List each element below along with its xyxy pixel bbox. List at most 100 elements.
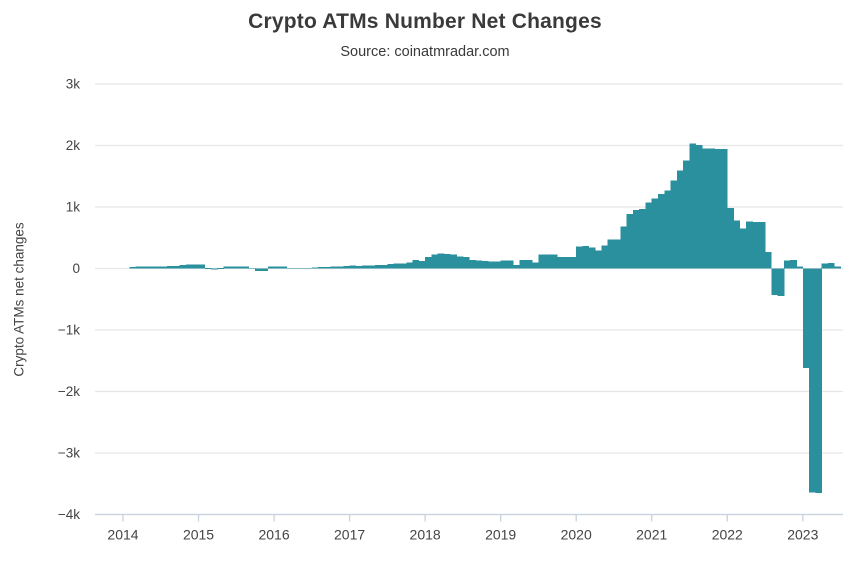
bar <box>129 266 136 269</box>
bar <box>362 265 369 269</box>
x-tick-label: 2019 <box>485 527 516 543</box>
bar <box>790 259 797 269</box>
x-tick-label: 2023 <box>787 527 818 543</box>
bar <box>538 254 546 269</box>
bar <box>758 222 766 269</box>
bar <box>406 262 413 269</box>
bar <box>551 254 558 269</box>
bar <box>525 259 533 269</box>
bar <box>280 266 288 269</box>
bar <box>305 267 313 269</box>
bar <box>355 266 363 269</box>
y-tick-label: −2k <box>58 384 80 399</box>
x-tick-label: 2014 <box>107 527 138 543</box>
bar <box>632 209 640 269</box>
bar <box>274 266 281 269</box>
bar <box>645 202 653 269</box>
bar <box>399 263 407 269</box>
bar <box>167 266 174 269</box>
bar <box>412 259 420 269</box>
bar <box>343 266 350 269</box>
bar <box>236 266 243 269</box>
bar <box>626 213 634 269</box>
bar <box>506 260 514 269</box>
bar <box>582 246 590 269</box>
bar <box>488 261 495 269</box>
bar <box>192 264 199 269</box>
bar <box>469 260 476 269</box>
bar <box>387 264 395 269</box>
bar <box>456 256 464 269</box>
bar <box>834 266 841 269</box>
bar <box>815 268 823 493</box>
bar <box>720 149 728 269</box>
bar <box>702 148 709 269</box>
bar <box>708 148 716 269</box>
bar <box>286 267 294 269</box>
bar <box>783 260 791 269</box>
bar <box>324 266 332 269</box>
bar <box>425 256 432 269</box>
bar <box>204 268 212 269</box>
bar <box>513 264 520 269</box>
bar <box>802 268 810 369</box>
bar <box>135 266 143 269</box>
y-tick-label: 0 <box>72 261 80 276</box>
bar <box>607 239 615 269</box>
bar <box>230 266 237 269</box>
bar <box>475 260 483 269</box>
y-tick-label: 1k <box>66 200 81 215</box>
bar <box>532 262 539 269</box>
bar <box>569 257 577 269</box>
bar <box>160 266 168 269</box>
bar <box>444 254 451 269</box>
bar <box>752 221 760 269</box>
bar <box>437 253 445 269</box>
bar <box>601 245 609 269</box>
bar <box>318 266 325 269</box>
bar <box>639 209 646 269</box>
bar <box>664 190 671 269</box>
bar <box>368 265 376 269</box>
bar <box>658 194 665 269</box>
bar <box>154 266 162 269</box>
bar <box>248 267 256 269</box>
bar <box>714 148 722 269</box>
bar <box>381 264 388 269</box>
bar <box>198 264 206 269</box>
bar <box>777 268 785 297</box>
bar <box>827 262 835 269</box>
chart-subtitle: Source: coinatmradar.com <box>340 44 510 60</box>
bar <box>683 160 690 269</box>
bar <box>576 246 583 269</box>
x-tick-label: 2017 <box>334 527 365 543</box>
bar <box>695 144 703 269</box>
x-tick-label: 2018 <box>410 527 441 543</box>
bar <box>544 254 552 269</box>
bar <box>267 266 275 269</box>
bar <box>255 268 262 271</box>
bar <box>481 260 489 269</box>
bar <box>179 264 187 269</box>
bar <box>620 226 627 269</box>
x-tick-label: 2016 <box>258 527 289 543</box>
bar <box>809 268 816 493</box>
bar <box>588 247 596 269</box>
bar <box>613 239 621 269</box>
x-tick-label: 2015 <box>183 527 214 543</box>
bar <box>299 267 306 269</box>
y-tick-label: 2k <box>66 138 81 153</box>
bar <box>217 268 225 269</box>
x-tick-label: 2022 <box>712 527 743 543</box>
bar <box>242 266 250 269</box>
bar <box>494 261 502 269</box>
x-tick-label: 2021 <box>636 527 667 543</box>
y-axis-title: Crypto ATMs net changes <box>11 222 27 377</box>
bar <box>765 252 772 269</box>
bar <box>418 260 426 269</box>
bar <box>337 266 344 269</box>
bar <box>557 257 564 269</box>
bar <box>374 265 382 269</box>
